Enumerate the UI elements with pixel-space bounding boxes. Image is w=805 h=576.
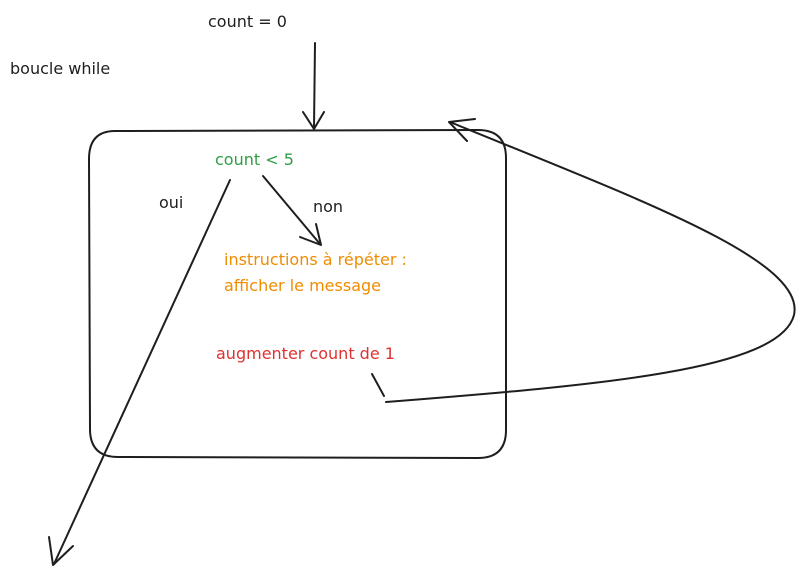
body-line-2: afficher le message <box>224 276 381 295</box>
exit-arrow <box>48 179 231 566</box>
yes-label: oui <box>159 193 183 212</box>
condition-to-body-arrow <box>262 175 322 246</box>
loop-back-arrow <box>385 118 796 403</box>
init-label: count = 0 <box>208 12 287 31</box>
increment-label: augmenter count de 1 <box>216 344 395 363</box>
no-label: non <box>313 197 343 216</box>
body-line-1: instructions à répéter : <box>224 250 407 269</box>
condition-label: count < 5 <box>215 150 294 169</box>
loop-name-label: boucle while <box>10 59 110 78</box>
entry-arrow <box>302 42 325 130</box>
increment-tick <box>371 373 385 397</box>
